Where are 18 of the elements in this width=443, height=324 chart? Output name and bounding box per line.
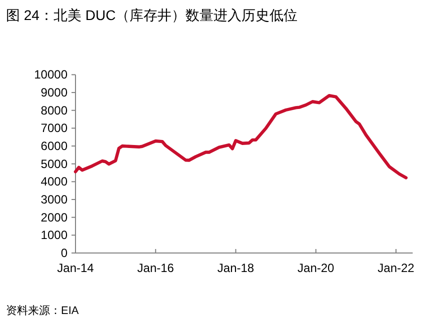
x-tick-label: Jan-18 xyxy=(217,261,254,275)
y-tick-label: 10000 xyxy=(34,68,68,82)
x-tick-label: Jan-14 xyxy=(57,261,94,275)
y-tick-label: 1000 xyxy=(40,228,68,242)
y-tick-label: 8000 xyxy=(40,103,68,118)
y-tick-label: 3000 xyxy=(40,192,68,207)
y-tick-label: 7000 xyxy=(40,121,68,136)
y-tick-label: 0 xyxy=(60,246,68,260)
y-tick-label: 4000 xyxy=(40,174,68,189)
y-tick-label: 5000 xyxy=(40,156,68,171)
y-tick-label: 9000 xyxy=(40,86,68,100)
x-tick-label: Jan-22 xyxy=(378,261,415,275)
x-tick-label: Jan-16 xyxy=(137,261,174,275)
chart-title: 图 24：北美 DUC（库存井）数量进入历史低位 xyxy=(6,7,298,23)
y-tick-label: 6000 xyxy=(40,139,68,154)
y-tick-label: 2000 xyxy=(40,210,68,224)
text: 资料来源：EIA xyxy=(6,304,80,317)
x-tick-label: Jan-20 xyxy=(298,261,335,275)
